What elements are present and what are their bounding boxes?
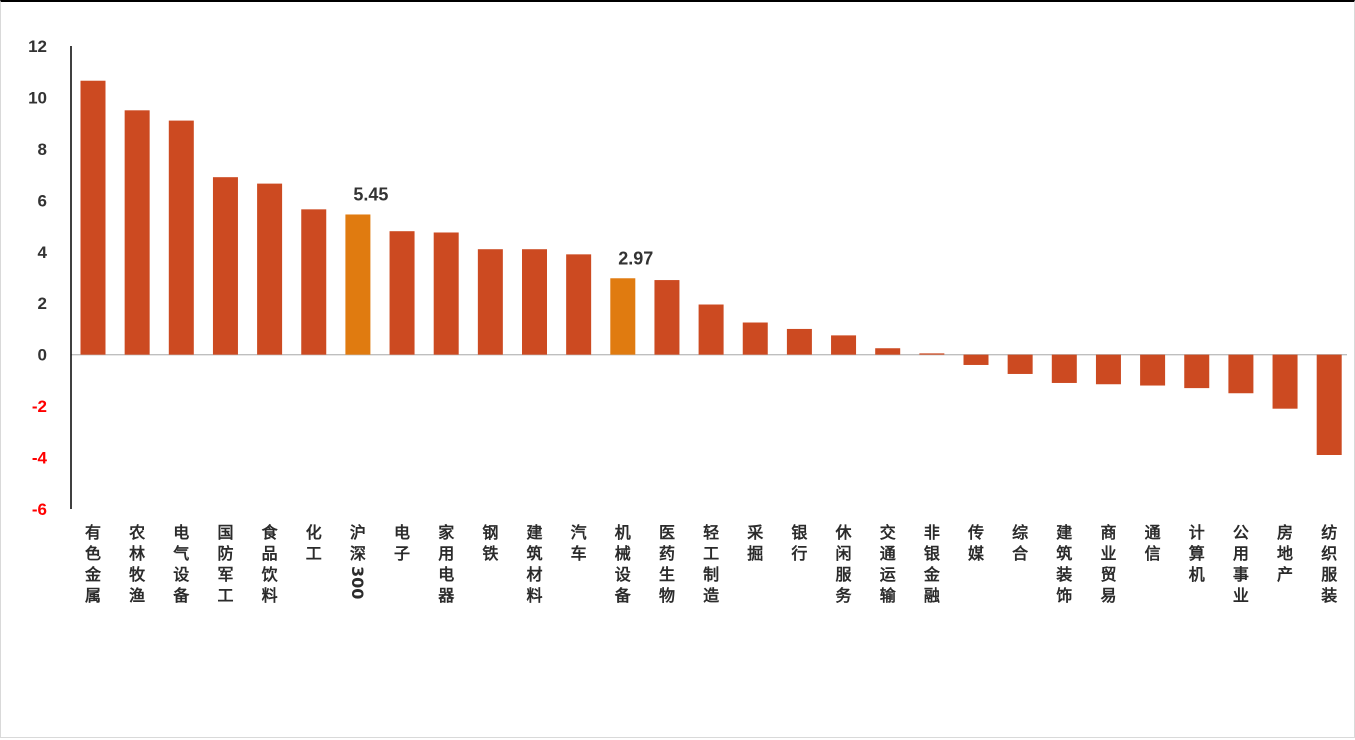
bar-1: [124, 110, 150, 355]
category-label: 汽车: [571, 523, 587, 563]
bar-26: [1228, 354, 1254, 394]
bar-11: [566, 254, 592, 355]
category-label: 国防军工: [217, 523, 233, 605]
bar-28: [1316, 354, 1342, 455]
y-tick-label: -6: [32, 500, 47, 519]
category-label-char: 深: [350, 544, 366, 563]
category-label: 有色金属: [84, 523, 102, 605]
category-label-char: 沪: [350, 523, 366, 542]
y-tick-label: 6: [38, 191, 47, 210]
bar-16: [786, 328, 812, 355]
category-label: 房地产: [1277, 523, 1293, 584]
category-label: 建筑材料: [526, 523, 542, 605]
category-label: 轻工制造: [703, 523, 720, 605]
bar-0: [80, 80, 106, 355]
bar-13: [654, 280, 680, 355]
bars-layer: [80, 80, 1342, 455]
bar-15: [742, 322, 768, 355]
bar-5: [301, 209, 327, 355]
category-label-digits: 300: [348, 566, 367, 599]
category-label: 食品饮料: [261, 523, 279, 605]
category-label: 家用电器: [437, 523, 455, 605]
category-label: 钢铁: [482, 523, 498, 563]
y-tick-label: 8: [38, 140, 47, 159]
category-label: 商业贸易: [1100, 523, 1116, 605]
bar-4: [257, 183, 283, 355]
category-label: 非银金融: [923, 523, 941, 605]
category-label: 机械设备: [614, 523, 632, 605]
category-label: 交通运输: [880, 523, 897, 605]
category-labels-layer: 有色金属 农林牧渔 电气设备 国防军工 食品饮料 化工 沪深 300 电子 家用电器 钢铁 建筑材料 汽…: [84, 523, 1338, 605]
y-tick-label: 10: [28, 88, 47, 107]
bar-3: [212, 177, 238, 355]
category-label: 通信: [1145, 523, 1161, 563]
bar-10: [522, 249, 547, 355]
category-label: 采掘: [746, 523, 763, 563]
category-label: 电子: [394, 523, 410, 563]
bar-14: [698, 304, 724, 355]
bar-18: [875, 348, 901, 355]
y-tick-label: 2: [38, 294, 47, 313]
bar-22: [1051, 354, 1077, 383]
category-label: 公用事业: [1233, 523, 1249, 605]
bar-8: [433, 232, 459, 355]
bar-9: [477, 249, 503, 355]
bar-7: [389, 231, 415, 355]
bar-21: [1007, 354, 1033, 374]
bar-6: [345, 214, 371, 355]
y-tick-labels-layer: 12 10 8 6 4 2 0 -2 -4 -6: [28, 37, 47, 519]
bar-24: [1140, 354, 1166, 386]
bar-19: [919, 353, 945, 355]
category-label: 休闲服务: [835, 523, 853, 605]
y-tick-label: -2: [32, 397, 47, 416]
bar-25: [1184, 354, 1210, 389]
data-labels-layer: 5.45 2.97: [353, 184, 653, 268]
category-label: 电气设备: [172, 523, 190, 605]
category-label: 综合: [1012, 523, 1029, 563]
category-label: 建筑装饰: [1055, 523, 1072, 605]
y-tick-label: -4: [32, 449, 48, 468]
category-label: 农林牧渔: [128, 523, 146, 605]
category-label: 化工: [306, 523, 322, 563]
category-label: 银行: [790, 523, 808, 563]
y-tick-label: 4: [38, 243, 48, 262]
bar-20: [963, 354, 989, 365]
bar-23: [1095, 354, 1121, 385]
category-label: 计算机: [1189, 523, 1205, 584]
bar-2: [168, 120, 194, 355]
category-label: 沪深 300: [348, 523, 367, 599]
y-tick-label: 0: [38, 346, 47, 365]
category-label: 传媒: [967, 523, 985, 563]
bar-17: [831, 335, 857, 355]
category-label: 医药生物: [659, 523, 675, 605]
y-tick-label: 12: [28, 37, 47, 56]
category-label: 纺织服装: [1320, 523, 1338, 605]
bar-12: [610, 278, 636, 355]
bar-27: [1272, 354, 1298, 409]
data-label: 2.97: [618, 248, 653, 268]
data-label: 5.45: [353, 184, 388, 204]
